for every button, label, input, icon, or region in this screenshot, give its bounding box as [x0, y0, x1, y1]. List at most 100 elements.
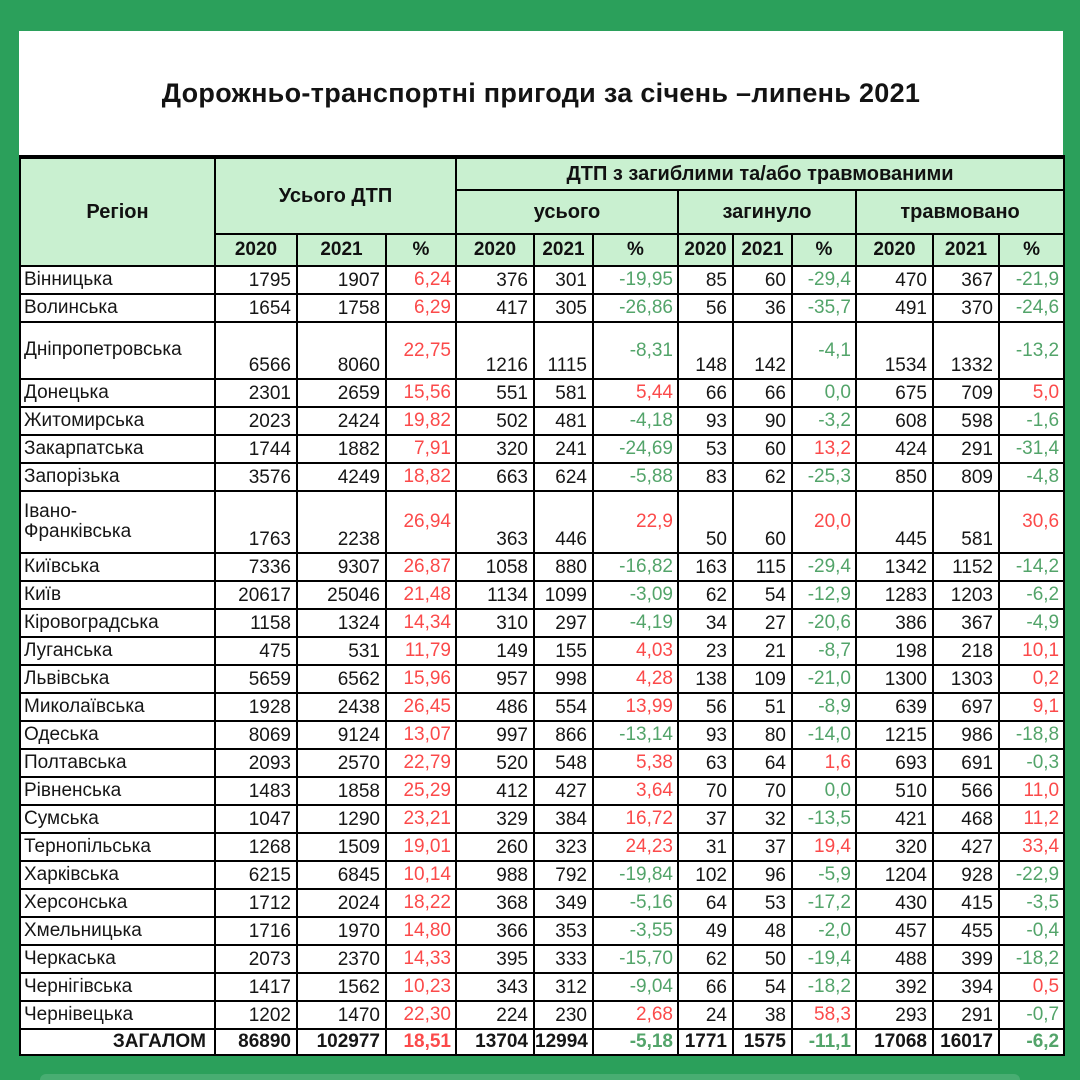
value-cell: 51 [732, 692, 793, 722]
value-cell: 376 [455, 265, 535, 295]
percent-cell: 10,14 [385, 860, 457, 890]
value-cell: 998 [533, 664, 594, 694]
value-cell: 1744 [214, 434, 298, 464]
value-cell: 399 [932, 944, 1000, 974]
value-cell: 36 [732, 293, 793, 323]
percent-cell: 5,0 [997, 378, 1065, 408]
value-cell: 16017 [932, 1028, 1000, 1056]
value-cell: 115 [732, 552, 793, 582]
value-cell: 639 [855, 692, 934, 722]
value-cell: 384 [533, 804, 594, 834]
percent-cell: 23,21 [385, 804, 457, 834]
region-cell: Рівненська [19, 776, 216, 806]
value-cell: 928 [932, 860, 1000, 890]
percent-cell: -3,09 [592, 580, 679, 610]
region-cell: Черкаська [19, 944, 216, 974]
percent-cell: 30,6 [997, 490, 1065, 554]
value-cell: 60 [732, 490, 793, 554]
column-header-year-2020: 2020 [214, 233, 298, 267]
region-cell: Львівська [19, 664, 216, 694]
value-cell: 988 [455, 860, 535, 890]
percent-cell: -18,2 [997, 944, 1065, 974]
value-cell: 997 [455, 720, 535, 750]
percent-cell: -29,4 [791, 552, 857, 582]
percent-cell: -3,2 [791, 406, 857, 436]
value-cell: 66 [677, 378, 734, 408]
value-cell: 64 [677, 888, 734, 918]
value-cell: 56 [677, 293, 734, 323]
percent-cell: -4,8 [997, 462, 1065, 492]
table-row: Луганська 475 531 11,79 149 155 4,03 23 21 -8,7 19… [19, 636, 1065, 666]
value-cell: 9124 [296, 720, 387, 750]
percent-cell: 0,0 [791, 378, 857, 408]
value-cell: 691 [932, 748, 1000, 778]
value-cell: 155 [533, 636, 594, 666]
value-cell: 1970 [296, 916, 387, 946]
table-header: Регіон Усього ДТП ДТП з загиблими та/або… [19, 156, 1065, 267]
region-cell: Тернопільська [19, 832, 216, 862]
percent-cell: 5,44 [592, 378, 679, 408]
value-cell: 675 [855, 378, 934, 408]
cropped-watermark [40, 1074, 1020, 1080]
percent-cell: 6,24 [385, 265, 457, 295]
value-cell: 198 [855, 636, 934, 666]
value-cell: 93 [677, 720, 734, 750]
percent-cell: -14,2 [997, 552, 1065, 582]
region-cell: Чернігівська [19, 972, 216, 1002]
value-cell: 366 [455, 916, 535, 946]
value-cell: 323 [533, 832, 594, 862]
region-cell: Миколаївська [19, 692, 216, 722]
value-cell: 23 [677, 636, 734, 666]
percent-cell: -24,69 [592, 434, 679, 464]
value-cell: 1290 [296, 804, 387, 834]
column-header-casualties: ДТП з загиблими та/або травмованими [454, 156, 1065, 191]
value-cell: 349 [533, 888, 594, 918]
percent-cell: 14,80 [385, 916, 457, 946]
table-row: Івано- Франківська 1763 2238 26,94 363 446 22,… [19, 490, 1065, 554]
percent-cell: -4,1 [791, 321, 857, 380]
column-header-percent: % [592, 233, 679, 267]
value-cell: 1215 [855, 720, 934, 750]
value-cell: 12994 [533, 1028, 594, 1056]
column-header-year-2021: 2021 [533, 233, 594, 267]
value-cell: 510 [855, 776, 934, 806]
region-cell: Полтавська [19, 748, 216, 778]
value-cell: 1858 [296, 776, 387, 806]
table-row: Миколаївська 1928 2438 26,45 486 554 13,99 56 51… [19, 692, 1065, 722]
value-cell: 8069 [214, 720, 298, 750]
value-cell: 1115 [533, 321, 594, 380]
value-cell: 1158 [214, 608, 298, 638]
percent-cell: -13,5 [791, 804, 857, 834]
table-row: Житомирська 2023 2424 19,82 502 481 -4,18 93 90-… [19, 406, 1065, 436]
value-cell: 2073 [214, 944, 298, 974]
value-cell: 293 [855, 1000, 934, 1030]
value-cell: 310 [455, 608, 535, 638]
value-cell: 470 [855, 265, 934, 295]
percent-cell: 20,0 [791, 490, 857, 554]
percent-cell: -8,31 [592, 321, 679, 380]
percent-cell: 9,1 [997, 692, 1065, 722]
value-cell: 70 [732, 776, 793, 806]
value-cell: 1712 [214, 888, 298, 918]
title-box: Дорожньо-транспортні пригоди за січень –… [19, 31, 1063, 155]
percent-cell: -19,84 [592, 860, 679, 890]
value-cell: 792 [533, 860, 594, 890]
percent-cell: -24,6 [997, 293, 1065, 323]
value-cell: 20617 [214, 580, 298, 610]
table-row: Київ 20617 25046 21,48 1134 1099 -3,09 62 54 -12,… [19, 580, 1065, 610]
value-cell: 1470 [296, 1000, 387, 1030]
column-header-region: Регіон [19, 156, 216, 267]
value-cell: 548 [533, 748, 594, 778]
percent-cell: 3,64 [592, 776, 679, 806]
percent-cell: 13,99 [592, 692, 679, 722]
total-row: ЗАГАЛОМ 86890 102977 18,51 13704 12994 -5,18 17… [19, 1028, 1065, 1056]
header-subgroup-row: усього загинуло травмовано [20, 189, 1065, 235]
value-cell: 880 [533, 552, 594, 582]
value-cell: 1771 [677, 1028, 734, 1056]
percent-cell: 18,22 [385, 888, 457, 918]
percent-cell: 15,56 [385, 378, 457, 408]
value-cell: 13704 [455, 1028, 535, 1056]
value-cell: 1417 [214, 972, 298, 1002]
table-row: Сумська 1047 1290 23,21 329 384 16,72 37 32 -13,5… [19, 804, 1065, 834]
table-body: Вінницька 1795 1907 6,24 376 301 -19,95 85 60 -29… [19, 265, 1065, 1056]
